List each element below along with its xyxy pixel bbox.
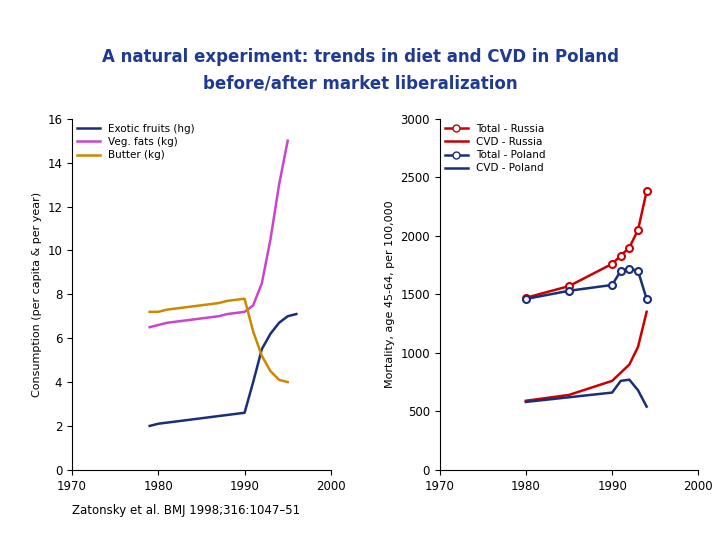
Legend: Exotic fruits (hg), Veg. fats (kg), Butter (kg): Exotic fruits (hg), Veg. fats (kg), Butt… bbox=[77, 124, 195, 160]
Text: A natural experiment: trends in diet and CVD in Poland: A natural experiment: trends in diet and… bbox=[102, 48, 618, 66]
Y-axis label: Mortality, age 45-64, per 100,000: Mortality, age 45-64, per 100,000 bbox=[384, 200, 395, 388]
Text: Zatonsky et al. BMJ 1998;316:1047–51: Zatonsky et al. BMJ 1998;316:1047–51 bbox=[72, 504, 300, 517]
Text: before/after market liberalization: before/after market liberalization bbox=[203, 75, 517, 93]
Y-axis label: Consumption (per capita & per year): Consumption (per capita & per year) bbox=[32, 192, 42, 397]
Legend: Total - Russia, CVD - Russia, Total - Poland, CVD - Poland: Total - Russia, CVD - Russia, Total - Po… bbox=[445, 124, 546, 173]
